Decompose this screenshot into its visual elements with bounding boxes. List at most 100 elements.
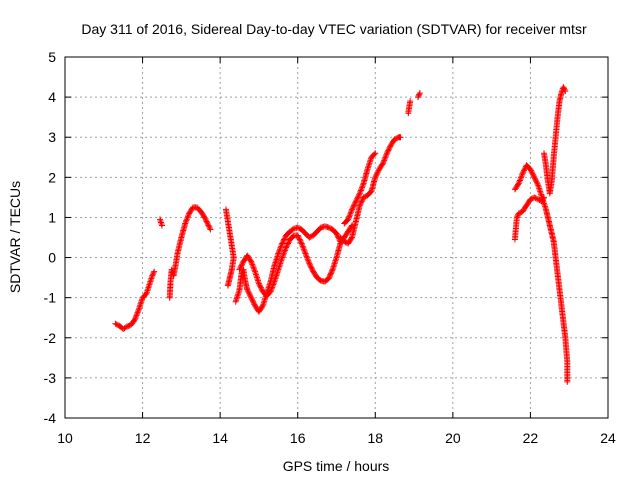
chart-title: Day 311 of 2016, Sidereal Day-to-day VTE… xyxy=(81,21,587,37)
data-point xyxy=(306,260,313,267)
data-point xyxy=(516,177,523,184)
data-point xyxy=(284,241,291,248)
data-point xyxy=(200,213,207,220)
y-tick-label: 4 xyxy=(48,89,56,105)
data-point xyxy=(564,378,571,385)
data-point xyxy=(371,151,378,158)
data-point xyxy=(326,274,333,281)
data-point xyxy=(415,94,421,101)
data-point xyxy=(206,225,213,232)
data-point xyxy=(349,206,355,213)
data-point xyxy=(307,263,314,270)
data-point xyxy=(527,166,534,173)
data-point xyxy=(278,241,285,248)
data-point xyxy=(530,173,537,179)
data-point xyxy=(391,136,398,143)
data-point xyxy=(416,91,423,98)
x-tick-label: 20 xyxy=(445,430,461,446)
data-point xyxy=(532,195,539,202)
data-point xyxy=(334,233,341,240)
data-point xyxy=(244,286,251,293)
data-point xyxy=(205,222,212,229)
data-point xyxy=(296,225,302,232)
data-point xyxy=(374,169,381,175)
data-point xyxy=(355,193,362,200)
data-points xyxy=(112,84,571,385)
data-point xyxy=(354,195,361,202)
data-point xyxy=(131,316,138,323)
data-point xyxy=(203,218,210,225)
data-point xyxy=(515,210,522,217)
data-point xyxy=(361,193,368,200)
data-point xyxy=(532,177,539,183)
data-point xyxy=(247,293,254,300)
data-point xyxy=(283,244,290,251)
data-point xyxy=(333,230,340,237)
y-tick-label: -2 xyxy=(44,330,57,346)
data-point xyxy=(381,156,388,162)
data-point xyxy=(185,213,191,220)
data-point xyxy=(357,201,364,208)
data-point xyxy=(531,174,538,181)
x-tick-label: 24 xyxy=(600,430,616,446)
data-point xyxy=(515,181,521,188)
data-point xyxy=(379,161,386,168)
data-point xyxy=(350,203,357,210)
data-point xyxy=(528,167,535,174)
data-point xyxy=(239,261,246,268)
data-point xyxy=(244,288,251,294)
data-point xyxy=(516,178,523,185)
data-point xyxy=(245,289,252,296)
data-point xyxy=(238,262,245,269)
data-point xyxy=(249,262,256,269)
data-point xyxy=(281,235,288,242)
y-tick-label: 5 xyxy=(48,49,56,65)
data-point xyxy=(236,266,243,273)
data-point xyxy=(521,166,528,173)
data-point xyxy=(259,303,265,310)
x-tick-labels: 10 12 14 16 18 20 22 24 xyxy=(57,430,616,446)
y-tick-label: -4 xyxy=(44,410,57,426)
plot-frame xyxy=(64,56,609,419)
data-point xyxy=(530,171,536,178)
data-point xyxy=(135,308,142,315)
x-tick-label: 18 xyxy=(367,430,383,446)
data-point xyxy=(354,194,361,201)
data-point xyxy=(247,257,254,264)
data-point xyxy=(351,201,358,208)
data-point xyxy=(279,240,286,247)
data-point xyxy=(529,170,536,177)
data-point xyxy=(283,243,290,250)
data-point xyxy=(386,144,393,151)
data-point xyxy=(360,194,367,201)
data-point xyxy=(257,284,264,291)
data-point xyxy=(528,195,535,202)
data-point xyxy=(384,148,391,155)
x-axis-label: GPS time / hours xyxy=(283,458,390,474)
data-point xyxy=(528,169,535,175)
data-point xyxy=(517,209,524,216)
data-point xyxy=(249,297,256,304)
data-point xyxy=(251,267,258,274)
data-point xyxy=(519,170,526,177)
data-point xyxy=(159,222,165,229)
data-point xyxy=(279,239,286,246)
data-point xyxy=(407,98,414,105)
data-point xyxy=(307,261,313,268)
data-point xyxy=(281,248,288,255)
data-point xyxy=(357,188,364,195)
data-point xyxy=(385,146,392,153)
data-point xyxy=(280,237,287,244)
data-point xyxy=(387,143,394,150)
data-point xyxy=(352,199,359,206)
data-point xyxy=(382,153,389,160)
axis-ticks xyxy=(64,56,609,419)
data-point xyxy=(351,202,357,209)
data-point xyxy=(250,300,257,306)
y-tick-label: -1 xyxy=(44,290,57,306)
data-point xyxy=(149,271,156,278)
data-point xyxy=(224,282,231,289)
x-tick-label: 22 xyxy=(523,430,539,446)
data-point xyxy=(372,150,379,157)
data-point xyxy=(268,287,275,294)
